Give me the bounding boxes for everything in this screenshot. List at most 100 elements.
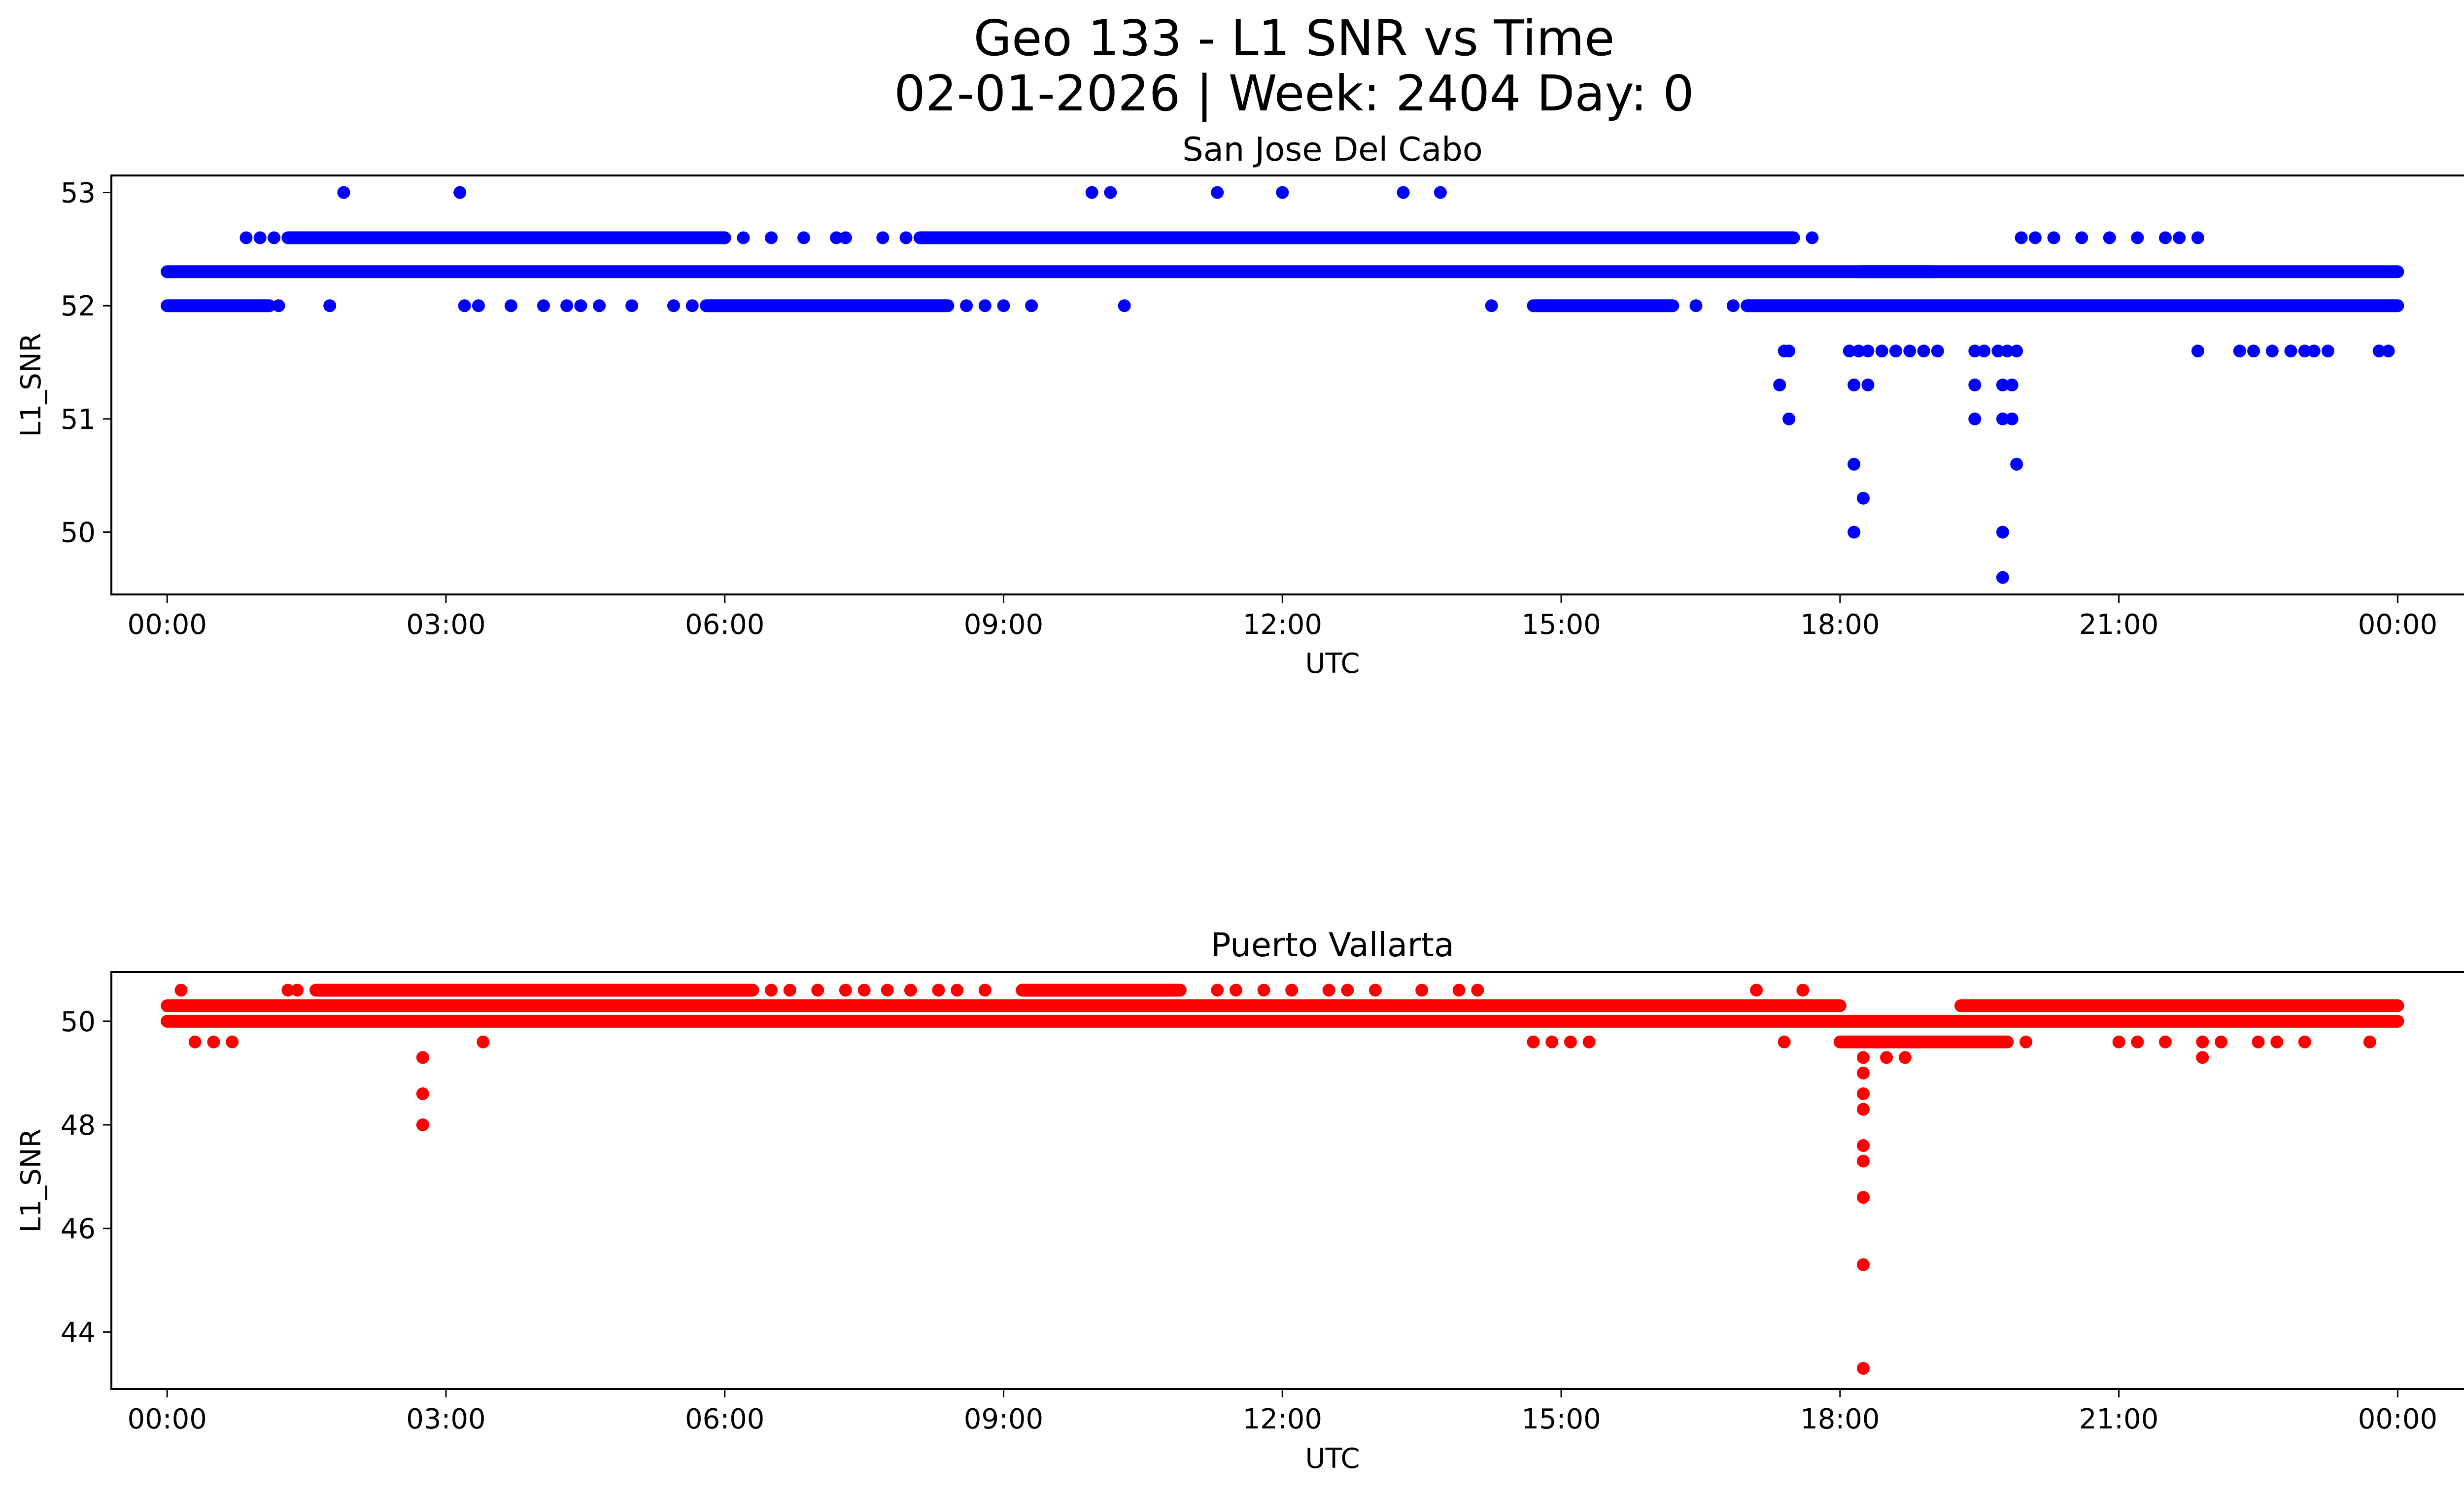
data-point [2307,345,2321,358]
data-point [1991,345,2005,358]
y-tick-label: 51 [61,404,96,436]
data-point [951,983,964,997]
data-point [1085,186,1098,199]
data-point [857,983,871,997]
y-tick-label: 50 [61,517,96,549]
data-point [1856,1087,1870,1100]
data-point [2047,231,2060,244]
data-point [1726,299,1740,313]
data-point [253,231,267,244]
data-point [2196,1035,2209,1048]
data-point [839,983,852,997]
data-point [2005,412,2019,425]
data-point [1856,1258,1870,1271]
plot-san-jose-del-cabo: San Jose Del Cabo 00:00 03:00 06:00 09:00 12… [15,130,2464,680]
data-point [765,983,778,997]
data-point [1211,983,1224,997]
data-markers [161,983,2404,1375]
data-point [291,983,304,997]
data-point [574,299,587,313]
data-point [1257,983,1270,997]
data-point [1527,1035,1540,1048]
data-point [2010,457,2023,471]
data-point [2131,1035,2144,1048]
data-point [2233,345,2246,358]
y-axis-ticks: 44 46 48 50 [61,1006,111,1349]
data-point [1856,491,1870,505]
data-point [1856,1154,1870,1168]
y-tick-label: 52 [61,290,96,322]
data-point [2010,345,2023,358]
data-point [960,299,973,313]
data-point [2191,231,2204,244]
data-markers [161,186,2404,584]
data-point [1485,299,1498,313]
data-point [881,983,894,997]
data-point [593,299,606,313]
data-point [1118,299,1131,313]
data-point [1582,1035,1596,1048]
data-point [2001,345,2014,358]
data-point [1782,412,1796,425]
data-point [2252,1035,2265,1048]
y-tick-label: 46 [61,1213,96,1245]
x-tick-label: 12:00 [1243,1403,1322,1435]
data-point [2015,231,2028,244]
data-point [978,983,992,997]
data-point [1778,1035,1791,1048]
data-point [1880,1051,1893,1064]
data-point [1917,345,1930,358]
data-point [811,983,824,997]
data-point [2363,1035,2376,1048]
data-point [737,231,750,244]
data-point [1415,983,1429,997]
data-point [1397,186,1410,199]
data-point [2028,231,2042,244]
data-point [188,1035,202,1048]
data-point [2191,345,2204,358]
data-point [416,1051,429,1064]
data-point [2321,345,2334,358]
axes-frame [110,174,2464,595]
data-point [240,231,253,244]
data-point [281,983,295,997]
data-point [876,231,890,244]
data-point [1968,379,1982,391]
data-point [667,299,680,313]
data-point [1996,571,2009,584]
data-point [2265,345,2279,358]
data-point [1750,983,1763,997]
data-point [1285,983,1299,997]
data-point [1369,983,1382,997]
data-point [1856,1191,1870,1204]
x-axis-label: UTC [1305,648,1360,680]
x-tick-label: 12:00 [1243,609,1322,641]
data-point [226,1035,239,1048]
data-point [537,299,550,313]
data-point [2112,1035,2125,1048]
x-tick-label: 00:00 [127,609,206,641]
data-point [2298,345,2311,358]
data-point [1341,983,1354,997]
data-point [904,983,917,997]
data-point [337,186,350,199]
panel-title: San Jose Del Cabo [1182,130,1483,169]
data-point [1848,457,1861,471]
data-point [1996,412,2009,425]
data-point [1689,299,1703,313]
data-point [978,299,992,313]
data-point [1996,525,2009,539]
data-point [839,231,852,244]
plot-puerto-vallarta: Puerto Vallarta 00:00 03:00 06:00 09:00 12:0… [15,926,2464,1475]
data-point [2215,1035,2228,1048]
data-point [1968,412,1982,425]
x-axis-ticks: 00:00 03:00 06:00 09:00 12:00 15:00 18:00 21:00… [127,1389,2437,1435]
y-axis-label: L1_SNR [15,1128,47,1232]
data-point [472,299,485,313]
data-point [1861,379,1875,391]
data-point [2298,1035,2311,1048]
data-point [1229,983,1242,997]
data-point [1471,983,1484,997]
data-point [1996,379,2009,391]
figure-title-line1: Geo 133 - L1 SNR vs Time [974,9,1615,67]
